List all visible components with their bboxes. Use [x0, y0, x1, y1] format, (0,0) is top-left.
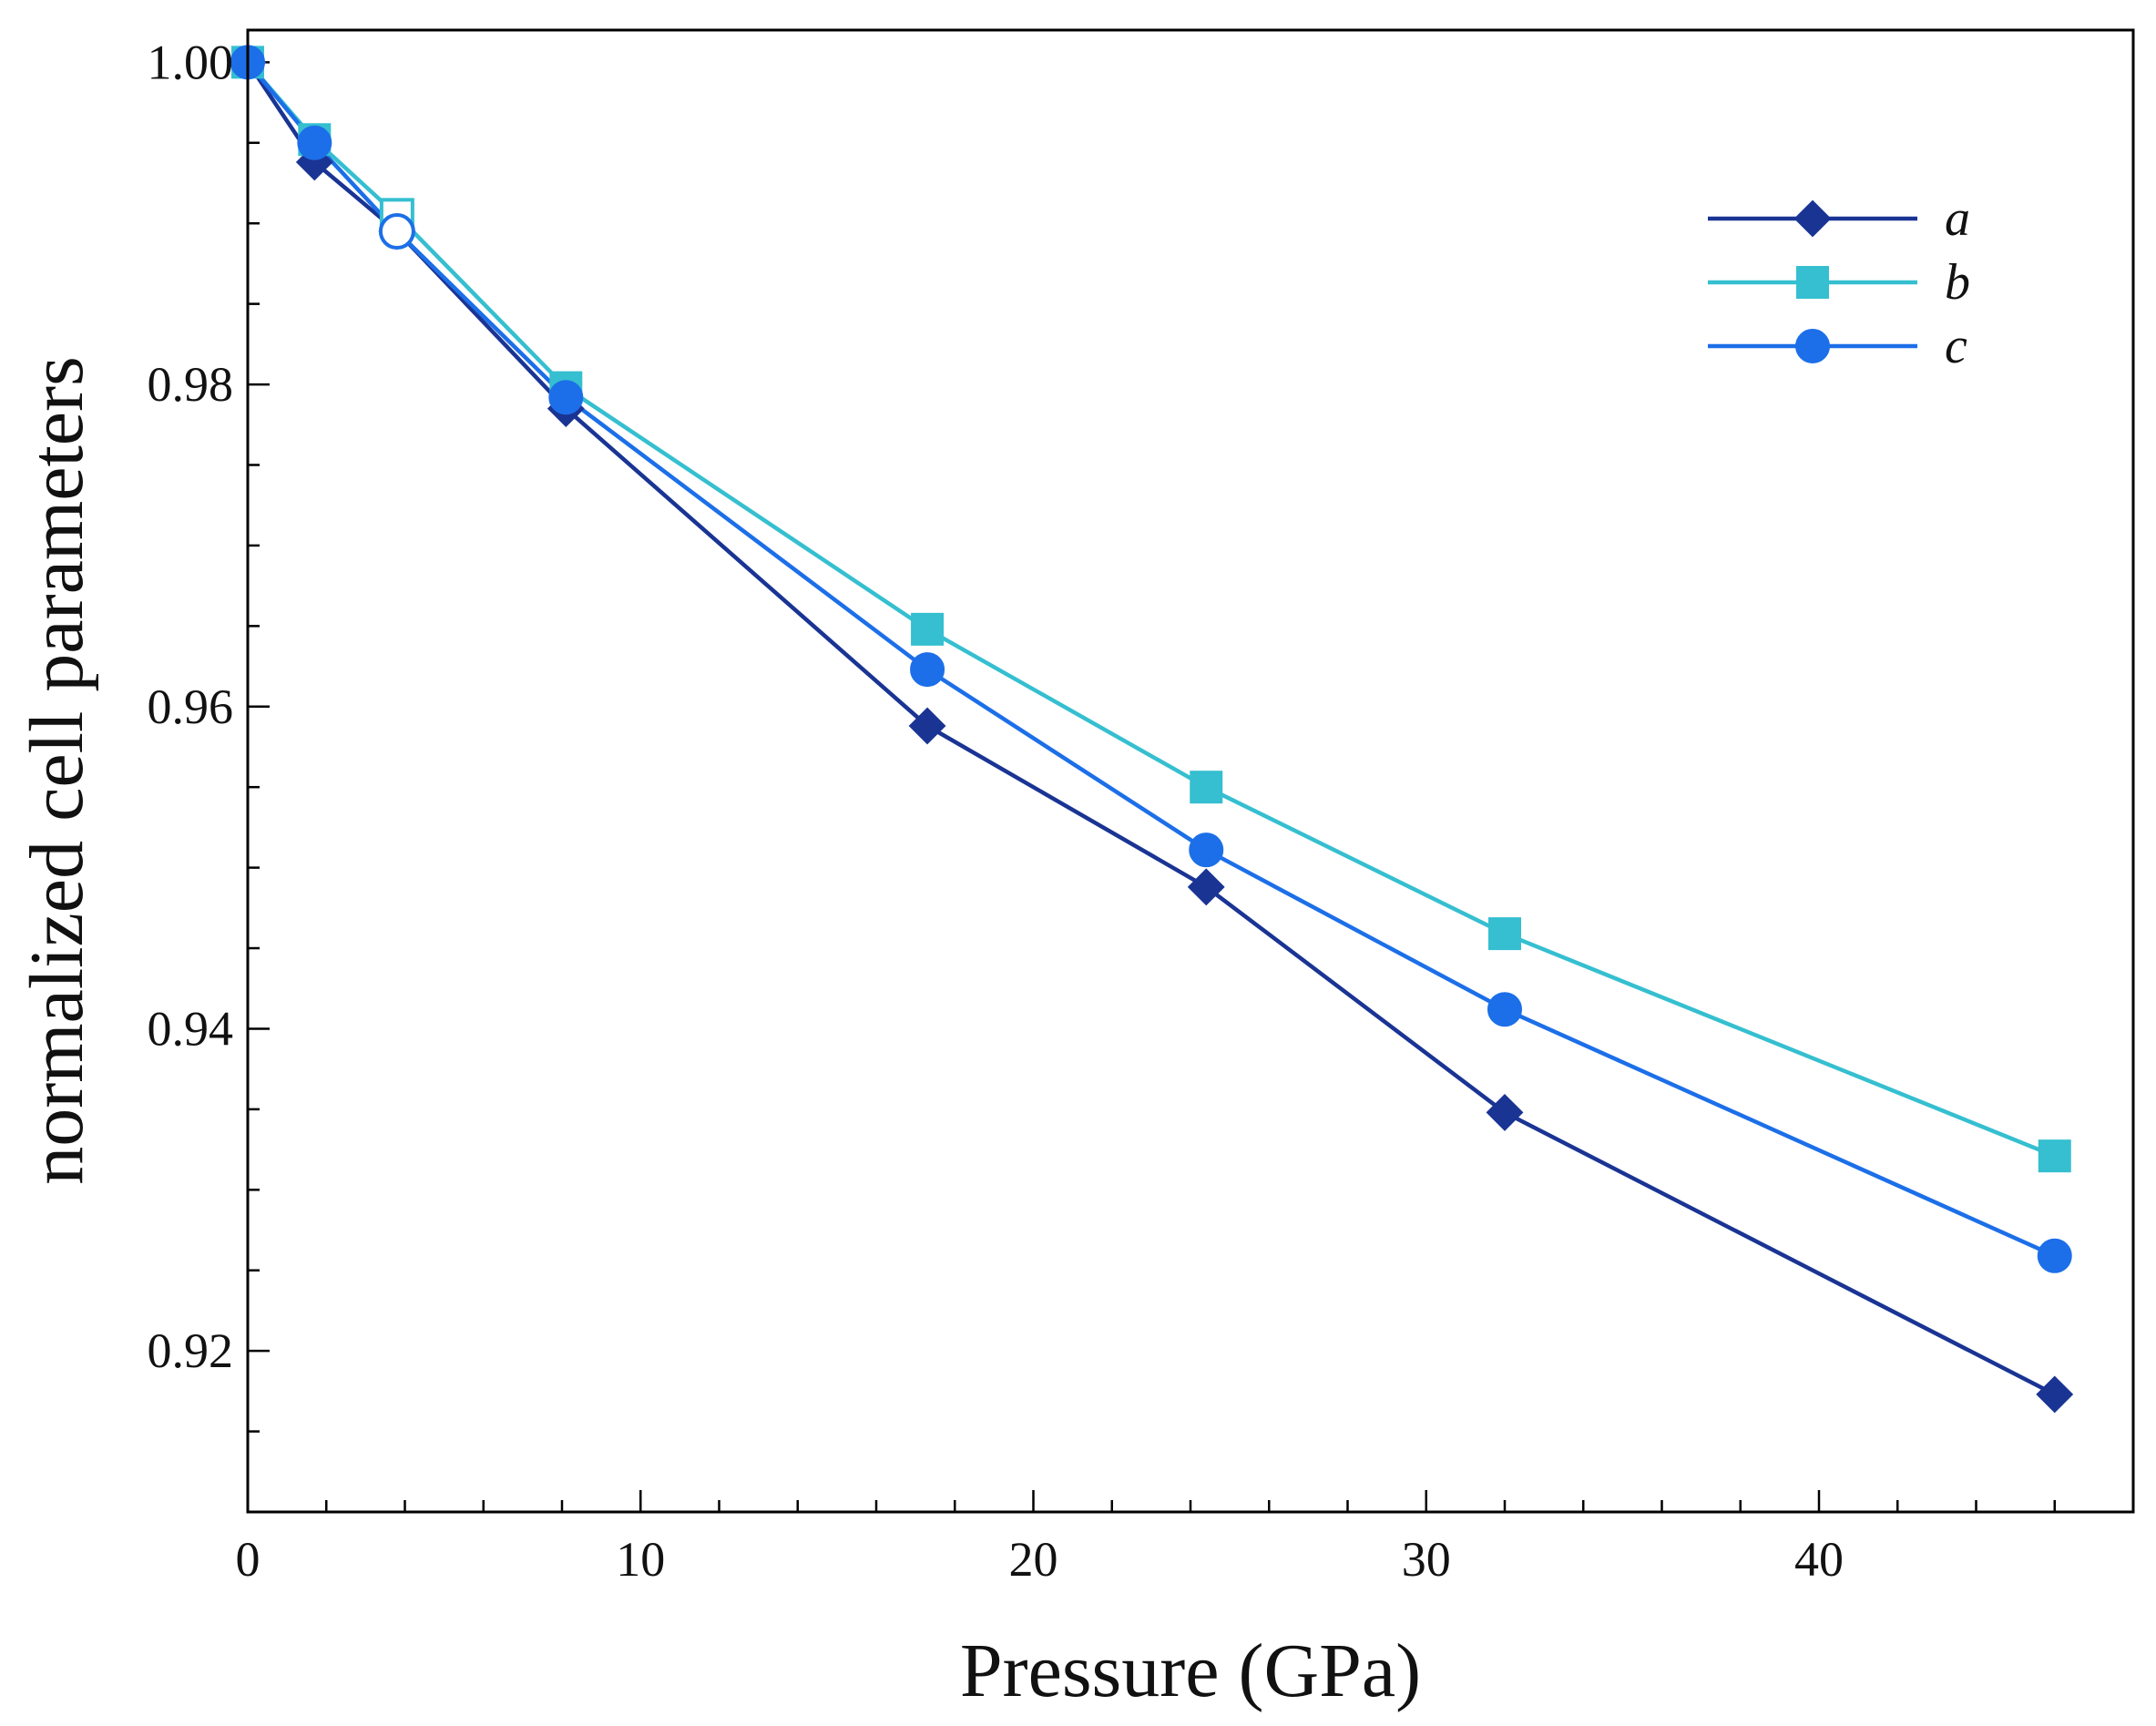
data-point-c: [1189, 832, 1224, 868]
x-tick-label: 10: [616, 1532, 665, 1587]
legend-marker-c: [1795, 329, 1830, 363]
x-axis-title: Pressure (GPa): [960, 1629, 1421, 1713]
data-point-a: [908, 707, 946, 745]
data-point-b: [1190, 771, 1223, 804]
legend: abc: [1708, 190, 1970, 374]
series-lines: [246, 60, 2056, 1396]
y-axis-title: normalized cell parameters: [15, 356, 99, 1185]
y-tick-label: 0.94: [148, 1001, 234, 1056]
series-line-a: [246, 61, 2056, 1396]
tick-labels: 0 10 20 30 40 0.92 0.94 0.96 0.98 1.00: [148, 35, 1844, 1587]
y-tick-label: 0.98: [148, 357, 234, 412]
data-point-b: [911, 612, 945, 646]
legend-marker-b: [1796, 266, 1829, 299]
x-tick-label: 20: [1009, 1532, 1058, 1587]
data-point-a: [2036, 1375, 2074, 1414]
data-point-c: [297, 125, 332, 160]
legend-label-a: a: [1945, 190, 1970, 247]
series-markers: [229, 43, 2074, 1414]
data-point-b: [1488, 917, 1521, 951]
data-point-b: [2038, 1139, 2071, 1173]
data-point-a: [1486, 1094, 1524, 1131]
legend-label-c: c: [1945, 318, 1967, 374]
y-tick-label: 0.92: [148, 1323, 234, 1378]
data-point-c: [2037, 1238, 2072, 1273]
plot-frame: [246, 28, 2135, 1514]
y-tick-label: 0.96: [148, 679, 234, 734]
y-tick-label: 1.00: [148, 35, 234, 89]
x-tick-label: 0: [236, 1532, 261, 1587]
series-line-b: [246, 60, 2056, 1159]
legend-label-b: b: [1945, 254, 1970, 311]
series-line-c: [246, 60, 2056, 1258]
data-point-c: [1487, 992, 1522, 1027]
x-tick-label: 30: [1402, 1532, 1451, 1587]
data-point-c: [910, 652, 945, 688]
legend-marker-a: [1793, 199, 1832, 238]
data-point-a: [1187, 868, 1225, 906]
data-point-c: [378, 213, 415, 250]
x-tick-label: 40: [1794, 1532, 1844, 1587]
data-point-c: [548, 380, 584, 415]
